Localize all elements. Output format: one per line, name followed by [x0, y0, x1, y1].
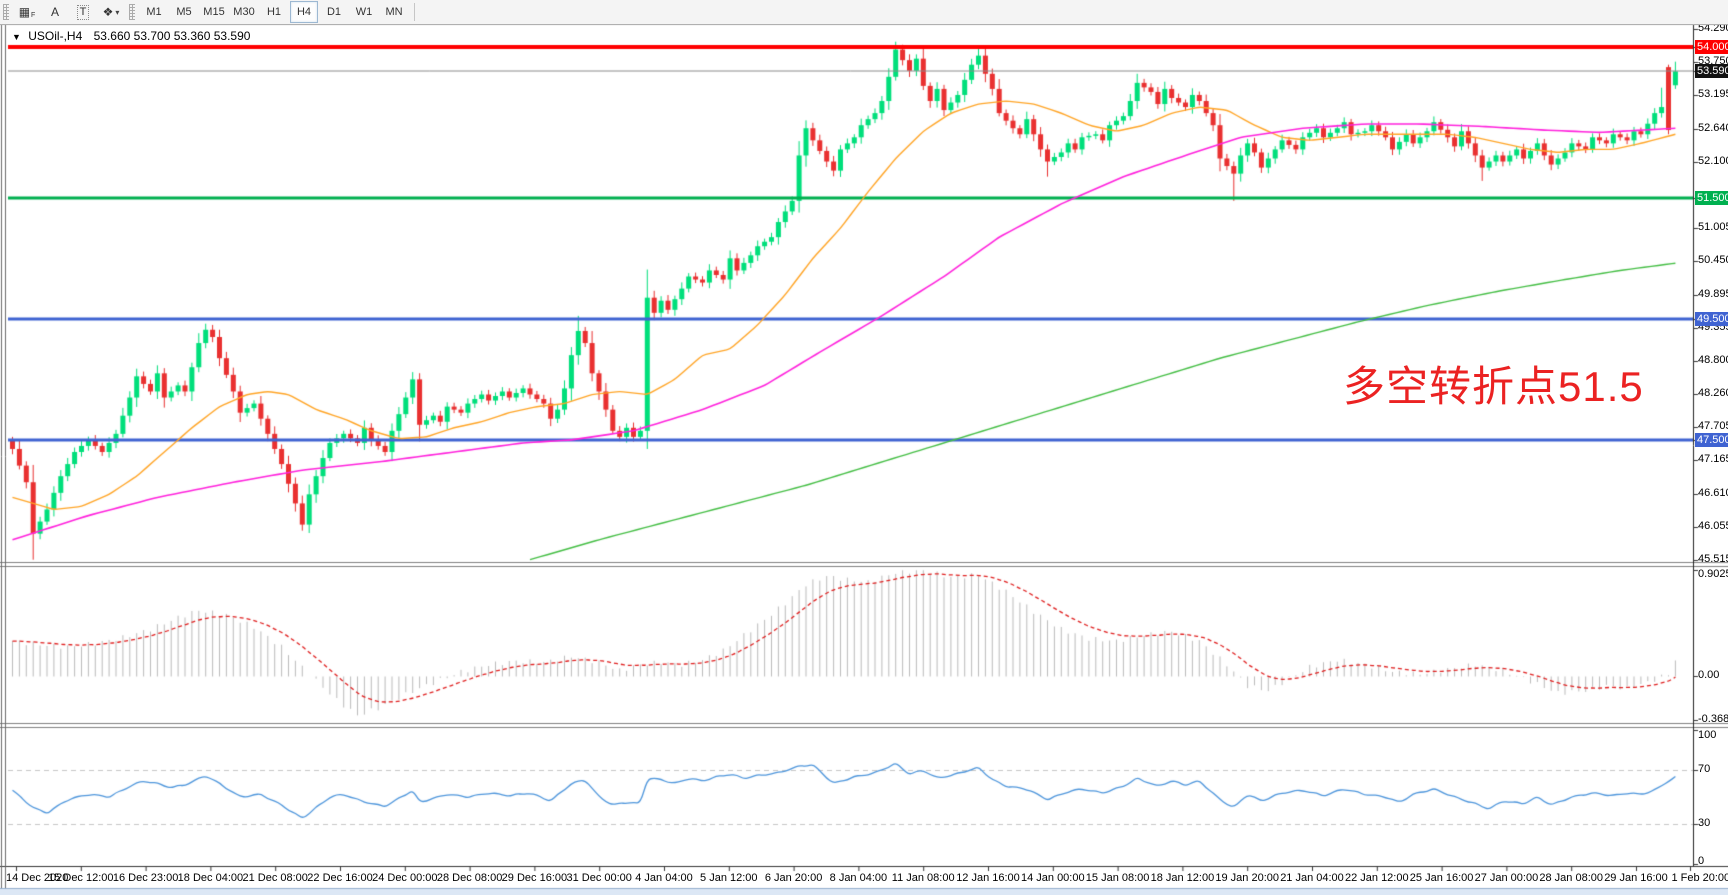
timeframe-button-D1[interactable]: D1 [326, 6, 342, 18]
toolbar-drag-handle[interactable] [3, 4, 9, 20]
text-t-icon: T [76, 4, 90, 20]
timeframe-button-M1[interactable]: M1 [146, 6, 162, 18]
text-annotation-button[interactable]: A [42, 1, 68, 23]
timeframe-button-H1[interactable]: H1 [266, 6, 282, 18]
indicator-grid-button[interactable]: ▦ F [14, 1, 40, 23]
grid-icon-f-label: F [31, 12, 36, 19]
symbol-period-label: USOil-,H4 [28, 29, 83, 43]
cursor-tool-button[interactable]: ❖ ▾ [98, 1, 124, 23]
text-a-icon: A [50, 5, 59, 19]
toolbar-drag-handle[interactable] [129, 4, 135, 20]
symbol-dropdown-icon[interactable]: ▼ [12, 32, 21, 42]
ohlc-values: 53.660 53.700 53.360 53.590 [93, 29, 251, 43]
timeframe-group: M1 M5 M15 M30 H1 H4 D1 W1 MN [140, 1, 408, 23]
timeframe-button-M5[interactable]: M5 [176, 6, 192, 18]
chart-annotation-text: 多空转折点51.5 [1343, 363, 1644, 410]
toolbar-separator [414, 3, 415, 21]
text-label-button[interactable]: T [70, 1, 96, 23]
timeframe-button-M30[interactable]: M30 [233, 6, 255, 18]
timeframe-button-W1[interactable]: W1 [355, 6, 373, 18]
timeframe-button-H4[interactable]: H4 [290, 1, 318, 23]
timeframe-button-MN[interactable]: MN [385, 6, 403, 18]
chevron-down-icon: ▾ [115, 7, 120, 17]
chart-header: ▼ USOil-,H4 53.660 53.700 53.360 53.590 [12, 29, 250, 43]
grid-icon: ▦ [18, 5, 31, 19]
timeframe-button-M15[interactable]: M15 [203, 6, 225, 18]
cursor-diamond-icon: ❖ [102, 5, 114, 19]
toolbar: ▦ F A T ❖ ▾ M1 M5 M15 M30 H1 H4 D1 W1 MN [0, 0, 1728, 25]
